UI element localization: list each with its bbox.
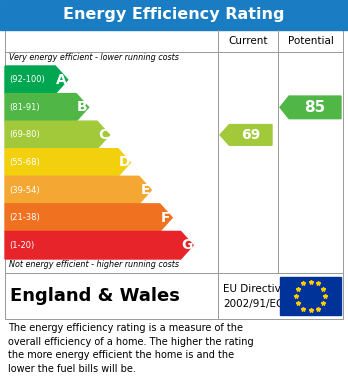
Polygon shape	[220, 125, 272, 145]
Text: The energy efficiency rating is a measure of the
overall efficiency of a home. T: The energy efficiency rating is a measur…	[8, 323, 254, 374]
Text: (39-54): (39-54)	[9, 186, 40, 195]
Text: (21-38): (21-38)	[9, 213, 40, 222]
Text: E: E	[140, 183, 150, 197]
Text: (69-80): (69-80)	[9, 131, 40, 140]
Polygon shape	[5, 149, 130, 176]
Bar	[5, 273, 343, 319]
Polygon shape	[5, 231, 193, 259]
Text: A: A	[56, 73, 67, 87]
Polygon shape	[5, 176, 151, 204]
Text: G: G	[181, 238, 192, 252]
Text: (55-68): (55-68)	[9, 158, 40, 167]
Text: F: F	[161, 211, 171, 225]
Text: England & Wales: England & Wales	[10, 287, 180, 305]
Text: 85: 85	[304, 100, 326, 115]
Text: B: B	[77, 100, 88, 114]
Text: (81-91): (81-91)	[9, 103, 40, 112]
Text: 2002/91/EC: 2002/91/EC	[223, 299, 283, 309]
Text: EU Directive: EU Directive	[223, 284, 287, 294]
Text: Potential: Potential	[287, 36, 333, 46]
Text: C: C	[98, 128, 109, 142]
Text: (92-100): (92-100)	[9, 75, 45, 84]
Text: Not energy efficient - higher running costs: Not energy efficient - higher running co…	[9, 260, 179, 269]
Bar	[5, 30, 343, 273]
Text: (1-20): (1-20)	[9, 241, 34, 250]
Text: Current: Current	[228, 36, 268, 46]
Text: D: D	[118, 156, 130, 170]
Polygon shape	[5, 204, 172, 231]
Polygon shape	[280, 96, 341, 118]
Bar	[280, 277, 341, 315]
Polygon shape	[5, 93, 89, 121]
Bar	[0, 0, 348, 30]
Text: Very energy efficient - lower running costs: Very energy efficient - lower running co…	[9, 53, 179, 62]
Text: 69: 69	[241, 128, 260, 142]
Text: Energy Efficiency Rating: Energy Efficiency Rating	[63, 7, 285, 23]
Polygon shape	[5, 66, 68, 93]
Polygon shape	[5, 121, 110, 149]
